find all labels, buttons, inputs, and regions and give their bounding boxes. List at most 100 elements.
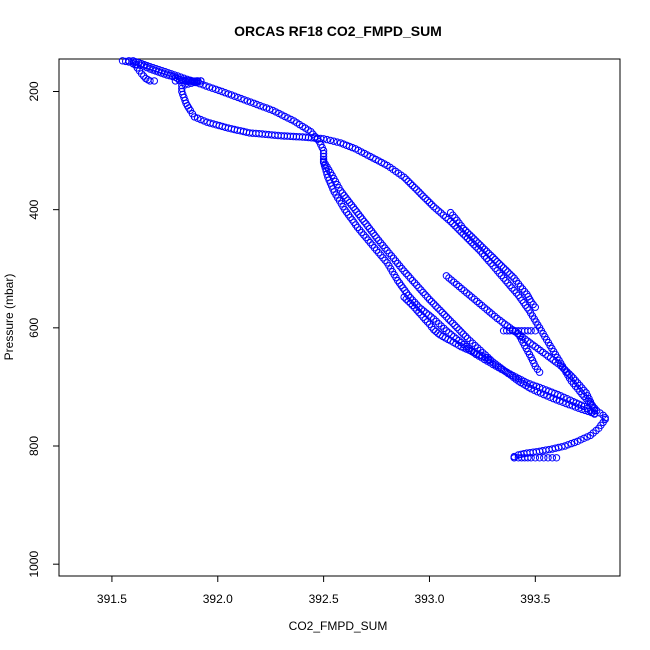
data-point [379,254,387,262]
y-tick-label: 200 [27,81,41,101]
data-point [439,211,448,219]
data-point [360,231,368,239]
x-tick-label: 392.5 [309,592,339,606]
data-point [178,81,186,90]
data-point [421,291,429,299]
y-axis: 200 400 600 800 1000 [27,81,59,578]
data-point [402,295,410,303]
data-point [146,77,154,85]
data-point [408,181,417,190]
data-point [485,356,493,364]
data-point [474,239,482,247]
data-point [367,227,376,235]
data-point [463,229,472,237]
data-point [440,310,448,319]
data-point [491,312,499,320]
data-point [362,220,370,228]
data-point [562,399,570,408]
data-point [356,213,365,221]
data-point [434,304,442,312]
data-point [457,328,465,336]
data-point [399,284,407,292]
data-point [421,194,429,203]
data-point [400,173,408,181]
data-point [468,233,476,241]
data-point [404,177,412,186]
data-point [465,291,473,299]
data-point [483,306,491,314]
data-point [256,102,264,110]
x-axis-label: CO2_FMPD_SUM [289,619,388,633]
data-point [406,274,415,282]
data-point [540,390,548,399]
data-point [455,282,463,291]
data-point [493,258,501,266]
data-point [549,394,557,403]
x-tick-label: 392.0 [203,592,233,606]
data-point [590,406,599,415]
data-point [259,103,267,111]
data-point [487,251,495,260]
data-point [377,239,385,247]
data-point [427,297,436,306]
data-point [402,175,410,184]
data-point [404,297,412,305]
data-point [218,87,226,96]
data-point [231,92,239,100]
data-point [430,315,438,323]
data-point [518,296,526,304]
data-point [344,196,352,204]
data-point [430,203,438,211]
y-tick-label: 1000 [27,551,41,578]
data-point [544,454,552,462]
data-point [200,117,208,125]
data-point [535,368,544,376]
data-point [417,311,425,319]
data-point [466,337,474,345]
data-point [449,319,457,327]
data-point [472,237,480,245]
data-point [482,247,491,256]
data-point [452,280,461,289]
data-point [510,454,518,462]
data-point [326,136,335,145]
data-point [581,406,589,415]
data-point [578,384,586,392]
data-point [567,439,575,448]
data-point [461,332,470,340]
data-point [347,201,356,209]
x-tick-label: 391.5 [97,592,127,606]
data-point [478,301,486,310]
data-point [463,334,472,343]
data-point [419,288,427,297]
data-point [506,281,514,290]
data-point [391,257,400,265]
data-point [437,322,445,330]
data-point [442,327,451,335]
data-point [449,211,457,219]
data-point [425,198,434,207]
data-point [509,327,517,335]
data-point [419,313,427,321]
data-point [461,226,470,235]
data-point [432,205,440,213]
data-point [246,98,255,106]
data-point [527,454,535,462]
data-point [476,241,484,249]
data-point [455,326,463,334]
data-point [369,229,377,238]
data-point [499,264,508,272]
data-point [485,249,493,258]
data-point [523,449,531,457]
data-point [370,244,379,252]
data-point [523,304,531,312]
data-point [440,324,448,333]
chart-title: ORCAS RF18 CO2_FMPD_SUM [234,23,442,39]
data-point [208,84,217,92]
data-point [371,232,379,240]
data-point [557,362,565,370]
data-point [548,454,556,462]
data-point [125,57,133,65]
data-point [520,450,528,458]
